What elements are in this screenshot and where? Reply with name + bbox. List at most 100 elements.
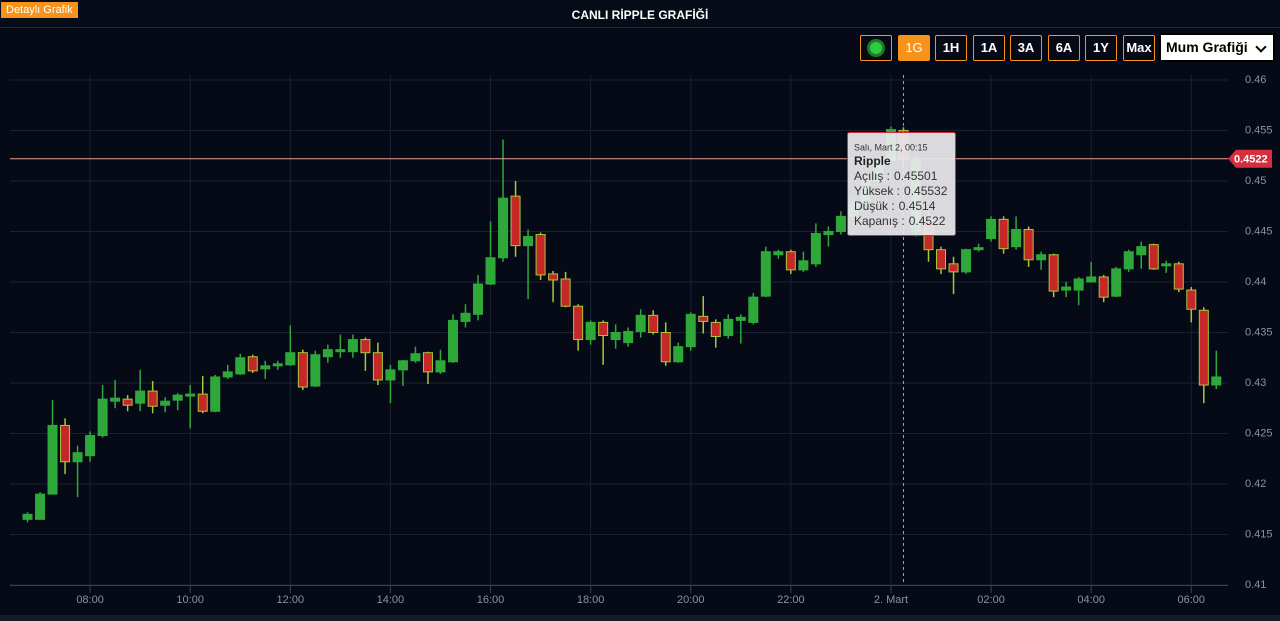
candle-body [1023,228,1034,261]
range-button[interactable]: Max [1123,35,1155,61]
candle-body [823,231,834,236]
tooltip-row: Kapanış : 0.4522 [854,214,946,228]
candle [998,216,1009,254]
candle [723,314,734,339]
candle [147,380,158,414]
candle-body [560,278,571,307]
candle-body [1086,276,1097,283]
candle-body [798,260,809,271]
candle [297,349,308,391]
candle-body [835,215,846,233]
x-tick-label: 10:00 [176,594,204,606]
candle-body [460,312,471,322]
candle-body [986,218,997,240]
candle [422,351,433,385]
live-dot [867,39,885,57]
candle-body [498,197,509,259]
range-button[interactable]: 1A [973,35,1005,61]
candle [210,374,221,413]
candle [460,304,471,328]
live-button[interactable] [860,35,892,61]
range-button[interactable]: 1H [935,35,967,61]
candle [823,226,834,247]
candle-body [397,360,408,371]
candle [1061,282,1072,298]
x-tick-label: 12:00 [277,594,305,606]
candle-body [47,424,58,495]
candle [1148,243,1159,270]
candle [260,360,271,379]
candle [498,139,509,262]
candle [35,492,46,520]
candle-body [936,249,947,270]
y-tick-label: 0.425 [1245,427,1273,439]
candle-body [335,349,346,353]
range-button[interactable]: 1Y [1085,35,1117,61]
candle [986,216,997,242]
candle-body [961,249,972,273]
candle [685,312,696,351]
candle-body [285,352,296,366]
candle [798,251,809,272]
candle [573,304,584,351]
tooltip-label: Açılış : [854,169,890,183]
candle-body [473,283,484,315]
x-tick-label: 22:00 [777,594,805,606]
candle-body [660,332,671,363]
candle-body [760,251,771,297]
range-button[interactable]: 1G [898,35,930,61]
x-tick-label: 06:00 [1178,594,1206,606]
x-tick-label: 18:00 [577,594,605,606]
candle-body [422,352,433,373]
y-tick-label: 0.435 [1245,326,1273,338]
range-button[interactable]: 3A [1010,35,1042,61]
candle [110,379,121,409]
candle [197,375,208,414]
candle-body [372,352,383,381]
candle [372,342,383,386]
candle-body [122,398,133,406]
range-button[interactable]: 6A [1048,35,1080,61]
candle-body [585,321,596,341]
candle-body [523,236,534,247]
candle-body [410,353,421,362]
candle-body [72,452,83,463]
candle-body [360,339,371,354]
candle [185,385,196,429]
candle [510,181,521,257]
chart-type-select[interactable]: Mum Grafiği [1159,33,1275,62]
candle [648,310,659,335]
tooltip-date: Salı, Mart 2, 00:15 [854,142,928,152]
candle [810,223,821,267]
candle [1023,226,1034,267]
candle-body [710,321,721,338]
candle [272,360,283,370]
candle [97,385,108,438]
candle [673,342,684,363]
candle [222,364,233,379]
candle [660,322,671,366]
candle-body [385,369,396,381]
candle-body [535,234,546,276]
candle-body [735,316,746,321]
badge[interactable]: Detaylı Grafik [1,2,78,18]
candle [285,325,296,366]
candle-body [1036,254,1047,261]
candle-body [1098,276,1109,298]
candle-body [322,349,333,358]
candle [247,354,258,373]
top-bar: Detaylı Grafik CANLI RİPPLE GRAFİĞİ [0,0,1280,28]
candle-body [973,247,984,251]
candle-body [35,493,46,520]
candle [473,274,484,321]
candle-body [135,390,146,404]
candle [335,334,346,358]
y-tick-label: 0.46 [1245,74,1266,86]
candle-body [635,314,646,332]
candle [610,324,621,349]
candle-body [673,346,684,363]
candle-body [147,390,158,407]
candle-body [435,360,446,373]
